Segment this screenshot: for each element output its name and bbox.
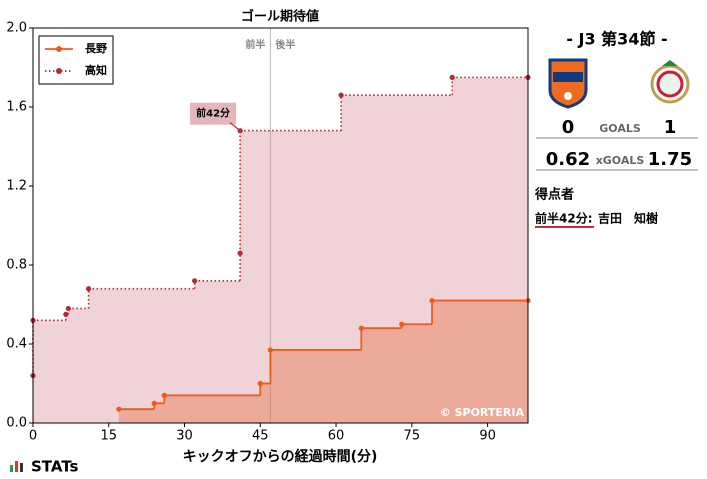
goals-label: GOALS xyxy=(599,122,641,135)
point xyxy=(358,325,364,331)
y-tick-label: 1.6 xyxy=(6,100,27,115)
legend-label: 高知 xyxy=(85,63,107,77)
point xyxy=(399,321,405,327)
home-logo xyxy=(548,58,588,109)
point xyxy=(237,250,243,256)
legend-box xyxy=(38,35,114,85)
away-logo xyxy=(650,60,690,104)
scorers-title: 得点者 xyxy=(534,187,574,203)
x-tick-label: 0 xyxy=(29,429,37,444)
x-tick-label: 45 xyxy=(252,429,269,444)
y-tick-label: 0.8 xyxy=(6,258,27,273)
point xyxy=(151,400,157,406)
second-half-label: 後半 xyxy=(275,38,295,51)
point xyxy=(65,305,71,312)
point xyxy=(267,347,273,353)
brand-logo xyxy=(10,461,23,472)
away-xg: 1.75 xyxy=(648,149,692,170)
area-fill xyxy=(33,77,528,423)
point xyxy=(449,74,455,80)
annotation-arrow xyxy=(229,122,241,132)
legend-label: 長野 xyxy=(85,42,107,55)
x-tick-label: 75 xyxy=(404,429,421,444)
y-tick-label: 0.0 xyxy=(6,416,27,431)
legend-marker xyxy=(56,46,62,52)
round: - J3 第34節 - xyxy=(566,30,667,49)
x-tick-label: 90 xyxy=(479,429,496,444)
point xyxy=(85,286,92,292)
x-tick-label: 60 xyxy=(328,429,345,444)
annotation-label: 前42分 xyxy=(196,107,230,120)
home-xg: 0.62 xyxy=(546,149,590,170)
scorer-time: 前半42分: xyxy=(535,211,593,226)
chart-title: ゴール期待値 xyxy=(241,9,319,25)
x-tick-label: 15 xyxy=(100,429,117,444)
point xyxy=(429,297,435,304)
x-tick-label: 30 xyxy=(176,429,193,444)
xgoals-label: xGOALS xyxy=(596,154,645,167)
home-goals: 0 xyxy=(562,117,575,138)
y-tick-label: 0.4 xyxy=(6,337,27,352)
plot-frame xyxy=(32,27,529,424)
point xyxy=(63,311,69,317)
y-tick-label: 1.2 xyxy=(6,179,27,194)
point xyxy=(338,92,344,98)
scorer-player: 吉田 知樹 xyxy=(598,211,658,226)
away-goals: 1 xyxy=(664,117,677,138)
annotation-box xyxy=(190,102,237,125)
credit: © SPORTERIA xyxy=(440,406,525,419)
legend-marker xyxy=(56,68,62,74)
y-tick-label: 2.0 xyxy=(6,21,27,36)
brand: STATs xyxy=(31,458,79,476)
area-fill xyxy=(118,300,529,423)
x-axis-label: キックオフからの経過時間(分) xyxy=(183,448,378,465)
point xyxy=(192,278,198,284)
point xyxy=(161,392,167,398)
point xyxy=(116,406,122,412)
point xyxy=(257,380,263,387)
first-half-label: 前半 xyxy=(245,38,265,51)
